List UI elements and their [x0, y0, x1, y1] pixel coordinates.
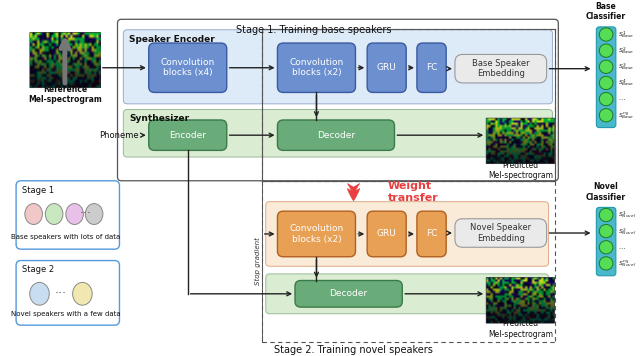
FancyBboxPatch shape — [124, 30, 552, 104]
FancyBboxPatch shape — [266, 274, 548, 314]
Text: Stage 2: Stage 2 — [22, 265, 54, 274]
Circle shape — [599, 225, 613, 238]
Text: Stage 1. Training base speakers: Stage 1. Training base speakers — [237, 25, 392, 35]
Text: Stage 1: Stage 1 — [22, 185, 54, 194]
FancyBboxPatch shape — [148, 120, 227, 150]
Text: GRU: GRU — [377, 63, 397, 72]
Text: $\cdots$: $\cdots$ — [618, 245, 625, 250]
Circle shape — [599, 60, 613, 73]
Circle shape — [599, 76, 613, 90]
Circle shape — [599, 257, 613, 270]
Text: Speaker Encoder: Speaker Encoder — [129, 36, 215, 44]
Text: Novel speakers with a few data: Novel speakers with a few data — [11, 311, 120, 317]
Circle shape — [599, 109, 613, 122]
FancyBboxPatch shape — [16, 261, 120, 325]
FancyBboxPatch shape — [278, 43, 355, 93]
Text: $S^3_{Base}$: $S^3_{Base}$ — [618, 61, 634, 72]
Text: $S^4_{Base}$: $S^4_{Base}$ — [618, 78, 634, 88]
FancyBboxPatch shape — [455, 219, 547, 247]
FancyBboxPatch shape — [266, 201, 548, 266]
FancyBboxPatch shape — [417, 211, 446, 257]
FancyBboxPatch shape — [596, 27, 616, 127]
Text: Base
Classifier: Base Classifier — [586, 2, 626, 21]
FancyBboxPatch shape — [124, 110, 552, 157]
Text: $S^2_{Novel}$: $S^2_{Novel}$ — [618, 226, 636, 236]
Text: Predicted
Mel-spectrogram: Predicted Mel-spectrogram — [488, 161, 553, 180]
Text: Base speakers with lots of data: Base speakers with lots of data — [12, 234, 120, 240]
Ellipse shape — [66, 204, 83, 225]
Text: $S^{n_B}_{Base}$: $S^{n_B}_{Base}$ — [618, 110, 634, 121]
FancyBboxPatch shape — [417, 43, 446, 93]
Text: Stop gradient: Stop gradient — [255, 237, 261, 286]
Text: Novel
Classifier: Novel Classifier — [586, 182, 626, 201]
Text: $S^2_{Base}$: $S^2_{Base}$ — [618, 45, 634, 56]
Ellipse shape — [73, 282, 92, 305]
FancyBboxPatch shape — [16, 181, 120, 249]
Text: ···: ··· — [55, 287, 67, 300]
Ellipse shape — [29, 282, 49, 305]
Text: GRU: GRU — [377, 230, 397, 239]
Text: Reference
Mel-spectrogram: Reference Mel-spectrogram — [28, 85, 102, 104]
FancyBboxPatch shape — [278, 120, 394, 150]
FancyBboxPatch shape — [278, 211, 355, 257]
Text: Predicted
Mel-spectrogram: Predicted Mel-spectrogram — [488, 319, 553, 339]
Text: Convolution
blocks (x2): Convolution blocks (x2) — [289, 224, 344, 244]
Text: Decoder: Decoder — [317, 131, 355, 140]
Circle shape — [599, 28, 613, 41]
Circle shape — [599, 93, 613, 106]
Text: ···: ··· — [79, 208, 92, 220]
FancyBboxPatch shape — [367, 43, 406, 93]
FancyBboxPatch shape — [295, 281, 403, 307]
Text: Decoder: Decoder — [330, 289, 368, 298]
Text: $S^{n_N}_{Novel}$: $S^{n_N}_{Novel}$ — [618, 258, 636, 269]
Ellipse shape — [45, 204, 63, 225]
FancyBboxPatch shape — [367, 211, 406, 257]
Text: Weight
transfer: Weight transfer — [388, 181, 438, 203]
Text: FC: FC — [426, 230, 437, 239]
Text: Phoneme: Phoneme — [99, 131, 139, 140]
Ellipse shape — [25, 204, 42, 225]
Circle shape — [599, 208, 613, 222]
Text: $S^1_{Novel}$: $S^1_{Novel}$ — [618, 210, 636, 220]
Text: Convolution
blocks (x2): Convolution blocks (x2) — [289, 58, 344, 78]
Text: Base Speaker
Embedding: Base Speaker Embedding — [472, 59, 529, 78]
Circle shape — [599, 241, 613, 254]
FancyBboxPatch shape — [455, 54, 547, 83]
Text: Convolution
blocks (x4): Convolution blocks (x4) — [161, 58, 215, 78]
Text: Novel Speaker
Embedding: Novel Speaker Embedding — [470, 223, 531, 243]
Text: Encoder: Encoder — [169, 131, 206, 140]
Text: $S^1_{Base}$: $S^1_{Base}$ — [618, 29, 634, 40]
Text: $\cdots$: $\cdots$ — [618, 96, 625, 101]
Text: Synthesizer: Synthesizer — [129, 114, 189, 123]
FancyBboxPatch shape — [596, 208, 616, 276]
Text: FC: FC — [426, 63, 437, 72]
Circle shape — [599, 44, 613, 57]
FancyBboxPatch shape — [148, 43, 227, 93]
Text: Stage 2. Training novel speakers: Stage 2. Training novel speakers — [274, 345, 433, 355]
Ellipse shape — [85, 204, 103, 225]
